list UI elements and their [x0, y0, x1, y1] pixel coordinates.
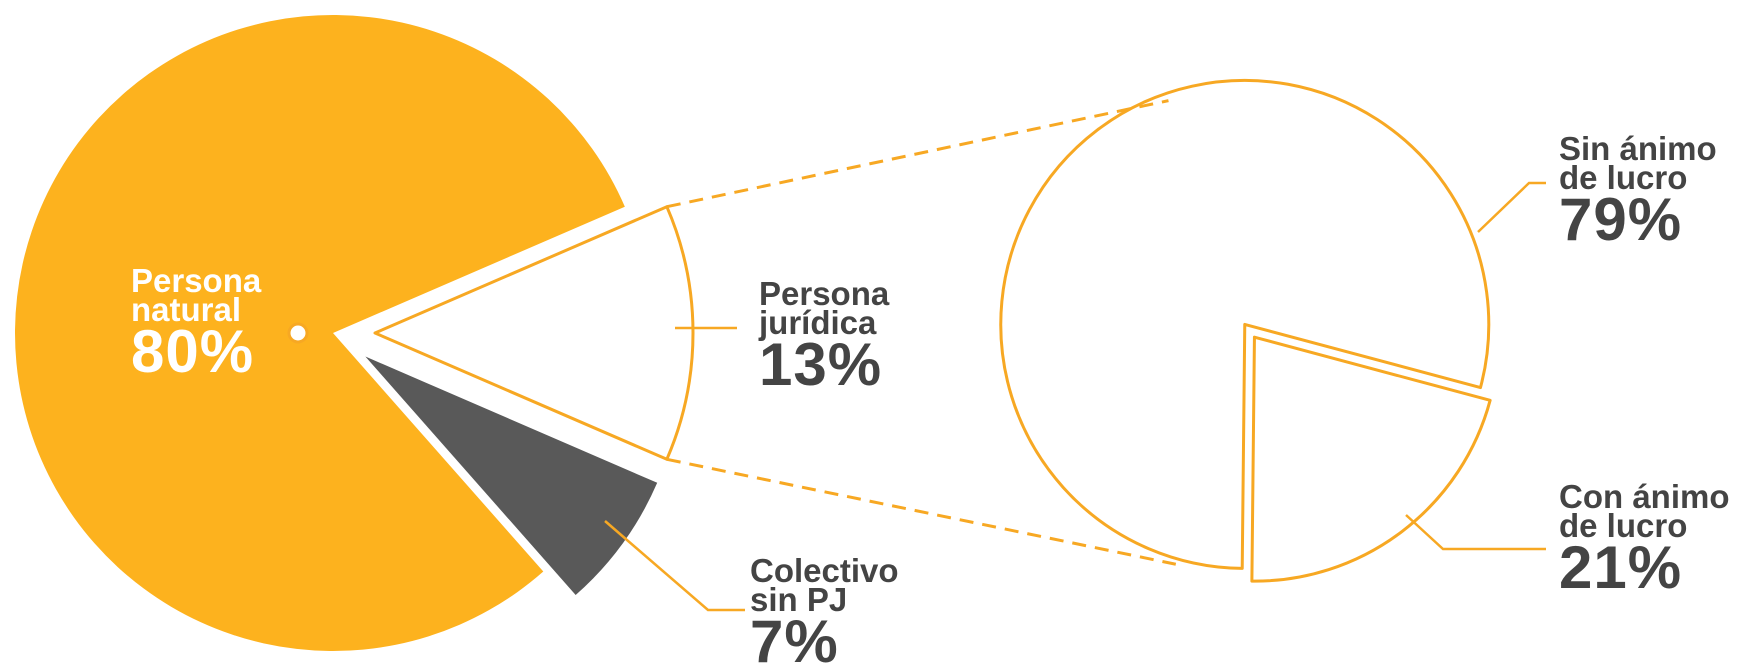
- pie-slice: [373, 205, 695, 461]
- category-label: Persona jurídica: [759, 275, 890, 341]
- label: Persona jurídica 13%: [759, 275, 919, 398]
- value-label: 80%: [131, 318, 255, 385]
- pie-slice: [999, 78, 1491, 570]
- pie-slice: [14, 15, 625, 652]
- label: Persona natural 80%: [131, 262, 291, 385]
- value-label: 13%: [759, 331, 883, 398]
- category-label: Sin ánimo de lucro: [1559, 130, 1717, 196]
- value-label: 21%: [1559, 534, 1683, 601]
- label: Colectivo sin PJ 7%: [750, 552, 920, 668]
- pie-slice: [365, 356, 658, 596]
- leader-line: [604, 520, 745, 612]
- center-dot: [287, 322, 309, 344]
- connector-line: [666, 99, 1169, 209]
- category-label: Colectivo sin PJ: [750, 552, 899, 618]
- connector-line: [666, 457, 1177, 566]
- value-label: 7%: [750, 608, 839, 668]
- category-label: Con ánimo de lucro: [1559, 478, 1730, 544]
- value-label: 79%: [1559, 186, 1683, 253]
- leader-line: [1405, 514, 1546, 551]
- leader-line: [1477, 181, 1546, 233]
- pie-slice: [1250, 335, 1492, 583]
- category-label: Persona natural: [131, 262, 262, 328]
- label: Sin ánimo de lucro 79%: [1559, 130, 1744, 253]
- label: Con ánimo de lucro 21%: [1559, 478, 1749, 601]
